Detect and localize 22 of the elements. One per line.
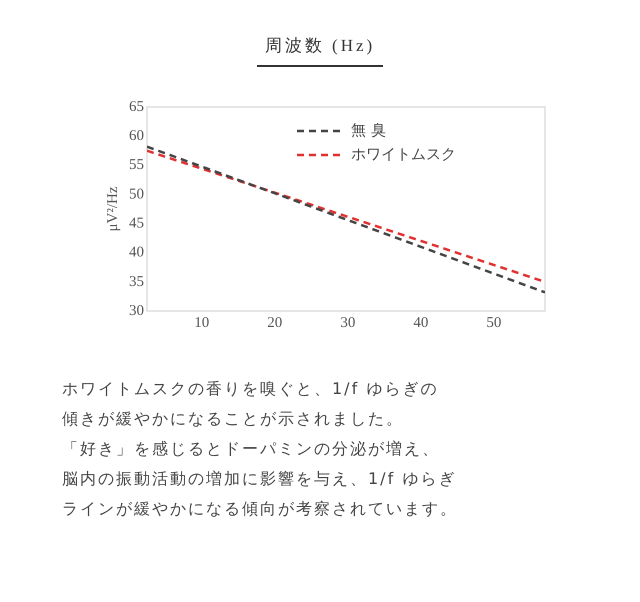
x-tick-label: 30 [340,314,356,331]
y-tick-label: 65 [129,98,144,115]
chart-title: 周波数 (Hz) [256,34,384,67]
y-axis-title: μV²/Hz [104,186,121,232]
legend-label: ホワイトムスク [351,144,456,163]
text: 傾きが緩やかになることが示されました。 [62,408,405,430]
legend-label: 無 臭 [351,120,386,139]
text: ラインが緩やかになる傾向が考察されています。 [62,498,458,520]
text: 「好き」を感じるとドーパミンの分泌が増え、 [62,438,441,460]
text: 脳内の振動活動の増加に影響を与え、1/f ゆらぎ [62,468,458,490]
x-tick-label: 40 [413,314,428,331]
x-tick-label: 10 [194,314,210,331]
y-tick-label: 50 [129,186,144,202]
text: ホワイトムスクの香りを嗅ぐと、1/f ゆらぎの [62,378,440,400]
y-tick-label: 40 [129,244,144,261]
x-tick-label: 50 [486,314,502,331]
y-tick-label: 55 [129,157,144,174]
y-tick-label: 60 [129,128,144,144]
y-tick-label: 45 [129,216,144,232]
y-tick-label: 35 [129,274,144,290]
x-tick-label: 20 [267,314,282,331]
y-tick-label: 30 [129,302,144,319]
